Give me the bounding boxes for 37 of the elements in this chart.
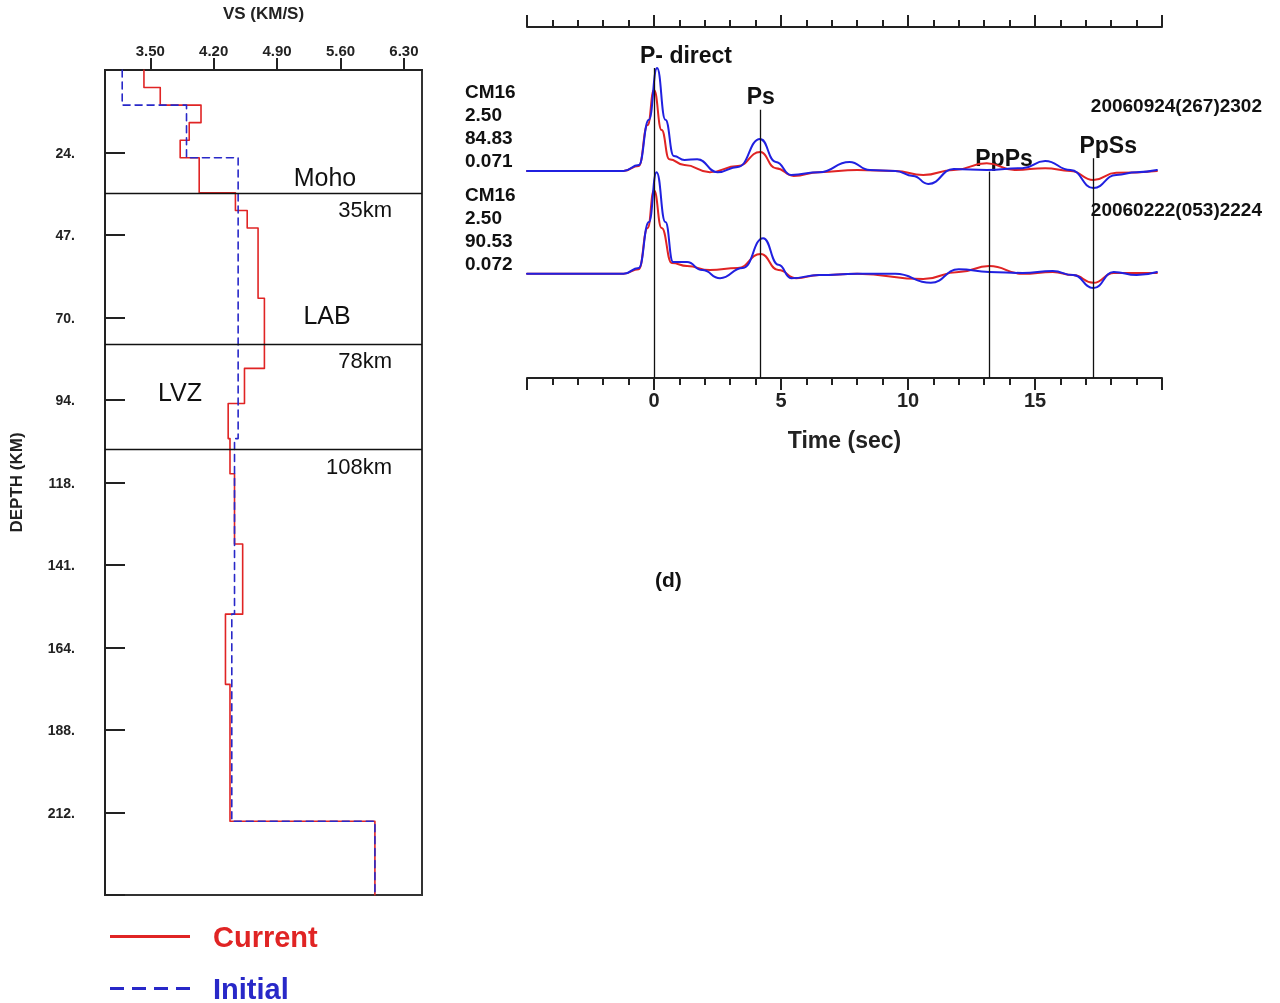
annotation: 20060924(267)2302 (1090, 95, 1262, 116)
y-tick-label: 24. (55, 144, 75, 161)
annotation: LAB (303, 301, 351, 329)
annotation: PpPs (975, 145, 1033, 172)
legend-label: Initial (213, 972, 289, 1003)
y-axis-title: DEPTH (KM) (7, 432, 26, 533)
ref-line-label: 78km (338, 348, 392, 374)
text: CM16 2.50 90.53 0.072 (465, 184, 516, 274)
x-tick-label: 4.20 (199, 42, 229, 59)
text: (d) (655, 568, 682, 591)
y-tick-label: 118. (48, 474, 75, 491)
x-tick-label: 4.90 (262, 42, 292, 59)
y-tick-label: 188. (47, 722, 75, 738)
x-tick-label: 6.30 (389, 42, 419, 59)
y-tick-label: 141. (47, 557, 75, 573)
x-tick-label: 10 (896, 389, 920, 411)
text: CM16 2.50 84.83 0.071 (465, 81, 516, 171)
x-axis-title: Time (sec) (787, 426, 902, 453)
x-tick-label: 3.50 (135, 42, 165, 59)
legend-label: Current (213, 920, 319, 953)
x-tick-label: 5.60 (325, 42, 356, 59)
x-tick-label: 5 (775, 389, 787, 411)
annotation: Moho (293, 163, 357, 191)
annotation: PpSs (1079, 131, 1137, 158)
y-tick-label: 212. (47, 804, 75, 821)
annotation: Ps (746, 83, 775, 110)
y-tick-label: 164. (47, 639, 75, 656)
annotation: LVZ (158, 378, 202, 406)
annotation: P- direct (640, 41, 733, 68)
y-tick-label: 47. (55, 227, 75, 243)
x-tick-label: 0 (648, 389, 660, 411)
y-tick-label: 70. (55, 309, 75, 326)
ref-line-label: 108km (325, 453, 392, 479)
x-tick-label: 15 (1023, 389, 1047, 411)
y-tick-label: 94. (55, 392, 75, 408)
x-axis-title: VS (KM/S) (222, 4, 305, 23)
ref-line-label: 35km (338, 197, 392, 223)
